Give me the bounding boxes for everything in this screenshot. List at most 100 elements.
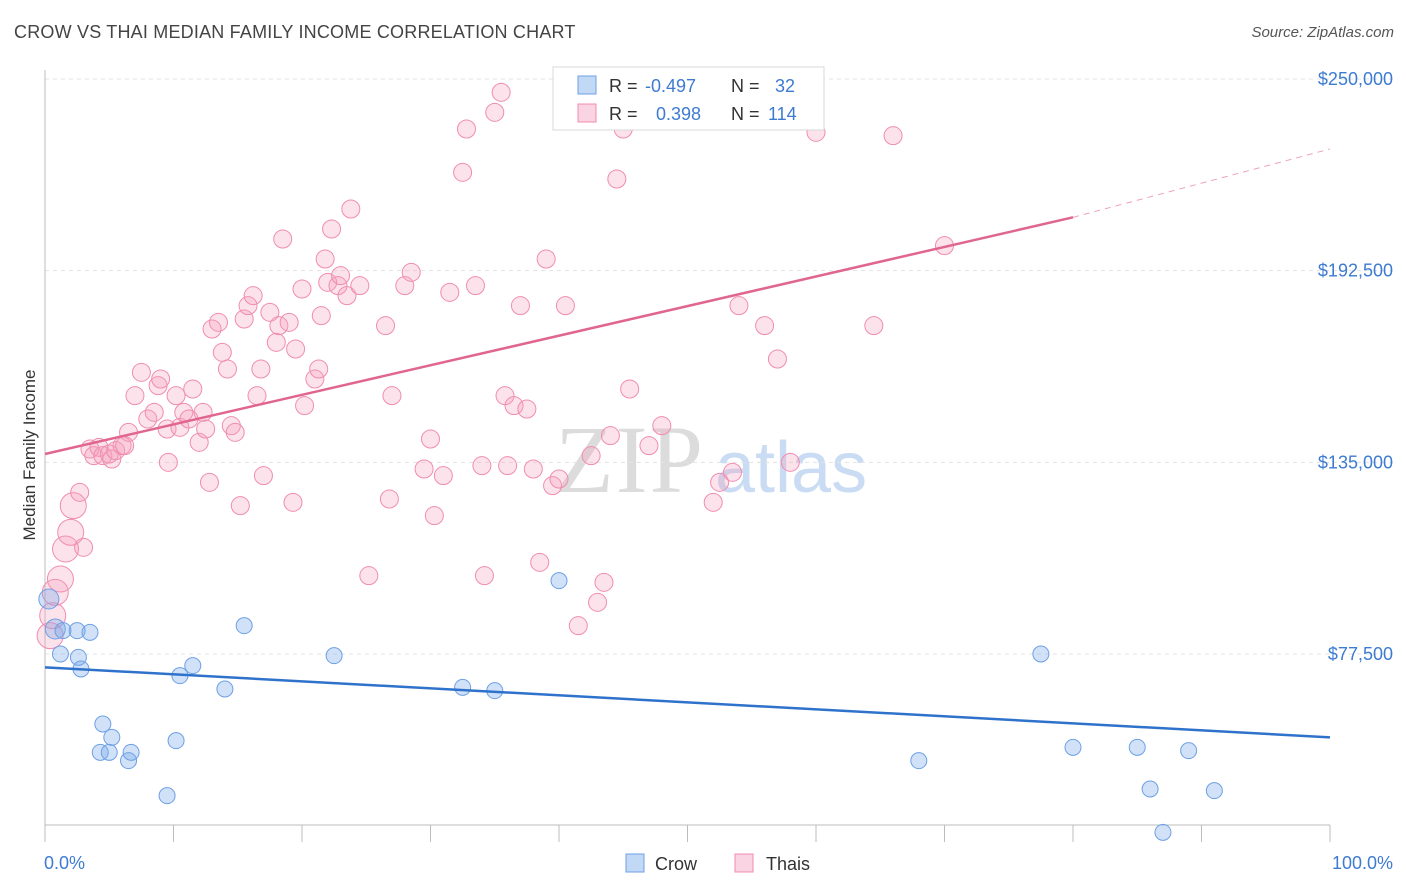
grid [45, 78, 1395, 655]
crow-point [184, 657, 202, 675]
thai-point [315, 249, 335, 269]
thai-point [273, 229, 293, 249]
y-tick-label: $192,500 [1318, 261, 1393, 281]
thai-point [359, 566, 379, 586]
thai-point [536, 249, 556, 269]
crow-point [325, 647, 343, 665]
thai-point [498, 456, 518, 476]
legend-crow-n-value: 32 [775, 76, 795, 96]
thai-point [350, 276, 370, 296]
thai-point [379, 489, 399, 509]
thai-point [305, 369, 325, 389]
thai-point [286, 339, 306, 359]
thai-point [260, 302, 280, 322]
thai-point [780, 452, 800, 472]
thai-point [453, 162, 473, 182]
thai-point [238, 296, 258, 316]
crow-point [81, 623, 99, 641]
watermark-zip: ZIP [555, 406, 705, 513]
crow-point [158, 787, 176, 805]
thai-point [253, 466, 273, 486]
crow-point [550, 572, 568, 590]
thai-trend-line [44, 216, 1074, 456]
crow-point [51, 645, 69, 663]
bottom-legend-crow-label: Crow [655, 854, 698, 874]
thai-point [52, 535, 80, 563]
y-axis-label: Median Family Income [20, 369, 39, 540]
thai-point [424, 506, 444, 526]
y-tick-label: $250,000 [1318, 69, 1393, 89]
thai-point [530, 552, 550, 572]
thai-point [639, 436, 659, 456]
thai-point [421, 429, 440, 449]
thai-point [600, 426, 620, 446]
thai-point [864, 316, 884, 336]
thai-point [57, 518, 85, 546]
thai-point [144, 402, 164, 422]
crow-point [94, 715, 112, 733]
crow-point [54, 622, 72, 640]
thai-point [767, 349, 787, 369]
crow-series [38, 572, 1223, 841]
top-legend-box [552, 66, 825, 131]
bottom-legend: Crow Thais [625, 853, 810, 874]
legend-thai-n-label: N = [731, 104, 760, 124]
thai-point [883, 126, 903, 146]
axes: $77,500 $135,000 $192,500 $250,000 0.0% 100.0… [44, 69, 1393, 873]
thai-point [440, 282, 460, 302]
thai-point [295, 396, 315, 416]
thai-point [115, 436, 135, 456]
thai-point [729, 296, 749, 316]
thai-point [166, 386, 186, 406]
crow-point [910, 752, 928, 770]
crow-point [100, 743, 118, 761]
crow-point [1154, 823, 1172, 841]
thai-point [230, 496, 250, 516]
crow-point [103, 728, 121, 746]
legend-thai-r-value: 0.398 [656, 104, 701, 124]
thai-point [311, 306, 331, 326]
thai-point [382, 386, 402, 406]
thai-point [491, 82, 511, 102]
legend-crow-swatch [577, 75, 597, 95]
thai-point [652, 416, 672, 436]
thai-series [36, 82, 954, 650]
y-tick-label: $77,500 [1328, 644, 1393, 664]
crow-point [38, 588, 60, 610]
crow-point [68, 622, 86, 640]
chart-title: CROW VS THAI MEDIAN FAMILY INCOME CORREL… [14, 22, 576, 42]
thai-trend-extension [1072, 148, 1331, 218]
crow-point [235, 617, 253, 635]
thai-point [331, 266, 351, 286]
thai-point [131, 362, 151, 382]
thai-point [485, 102, 505, 122]
thai-point [607, 169, 627, 189]
top-legend: R = -0.497 N = 32 R = 0.398 N = 114 [552, 66, 825, 131]
legend-thai-n-value: 114 [768, 104, 797, 124]
thai-point [549, 469, 569, 489]
thai-point [755, 316, 775, 336]
thai-point [225, 422, 245, 442]
crow-point [1141, 780, 1159, 798]
thai-point [710, 472, 730, 492]
thai-point [568, 616, 588, 636]
crow-point [1205, 782, 1223, 800]
thai-point [59, 492, 87, 520]
legend-crow-n-label: N = [731, 76, 760, 96]
thai-point [151, 369, 171, 389]
thai-point [251, 359, 271, 379]
x-tick-label-min: 0.0% [44, 853, 85, 873]
thai-point [337, 286, 357, 306]
thai-point [292, 279, 312, 299]
thai-point [74, 537, 94, 557]
thai-point [703, 492, 723, 512]
thai-point [125, 386, 145, 406]
thai-point [243, 286, 263, 306]
trend-lines [44, 148, 1331, 739]
crow-point [216, 680, 234, 698]
legend-crow-r-value: -0.497 [645, 76, 696, 96]
thai-point [620, 379, 640, 399]
thai-point [588, 592, 608, 612]
thai-point [158, 452, 178, 472]
thai-point [510, 296, 530, 316]
